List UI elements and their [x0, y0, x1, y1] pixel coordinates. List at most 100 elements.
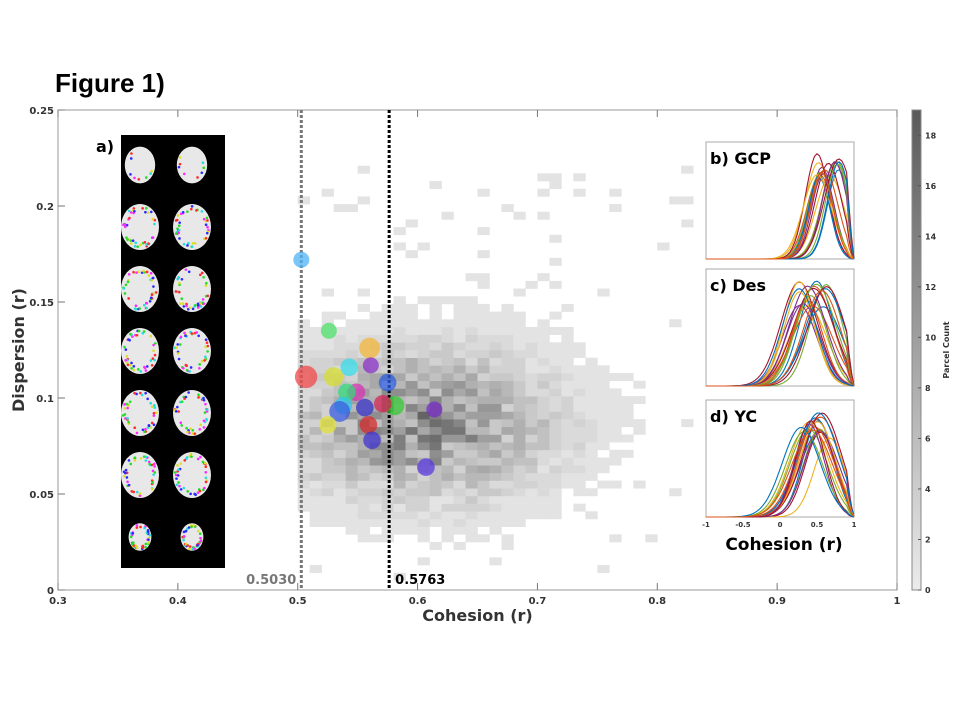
density-curve: [706, 429, 855, 518]
parcel-dot: [131, 335, 134, 338]
heatmap-cell: [429, 472, 442, 481]
heatmap-cell: [609, 426, 622, 435]
heatmap-cell: [633, 380, 646, 389]
heatmap-cell: [429, 511, 442, 520]
heatmap-cell: [381, 319, 394, 328]
parcel-dot: [135, 333, 139, 337]
heatmap-cell: [345, 411, 358, 420]
heatmap-cell: [381, 334, 394, 343]
heatmap-cell: [513, 457, 526, 466]
heatmap-cell: [297, 495, 310, 504]
parcel-dot: [182, 172, 186, 176]
parcel-dot: [133, 456, 137, 459]
heatmap-cell: [453, 342, 466, 351]
parcel-dot: [151, 469, 155, 473]
heatmap-cell: [357, 480, 370, 489]
parcel-dot: [177, 224, 181, 228]
heatmap-cell: [513, 472, 526, 481]
heatmap-cell: [369, 411, 382, 420]
heatmap-cell: [609, 480, 622, 489]
plot-frame: [57, 109, 898, 591]
heatmap-cell: [561, 342, 574, 351]
heatmap-cell: [549, 326, 562, 335]
heatmap-cell: [477, 480, 490, 489]
heatmap-cell: [357, 465, 370, 474]
heatmap-cell: [489, 526, 502, 535]
heatmap-cell: [369, 426, 382, 435]
parcel-dot: [178, 221, 181, 224]
heatmap-cell: [345, 396, 358, 405]
heatmap-cell: [465, 388, 478, 397]
parcel-dot: [144, 545, 147, 549]
heatmap-cell: [429, 503, 442, 512]
parcel-dot: [205, 341, 209, 345]
parcel-dot: [174, 410, 178, 413]
inset-x-tick-label: -1: [702, 521, 710, 529]
heatmap-cell: [465, 296, 478, 305]
heatmap-cell: [441, 373, 454, 382]
heatmap-cell: [525, 495, 538, 504]
colorbar: [911, 109, 922, 591]
heatmap-cell: [441, 518, 454, 527]
parcel-dot: [133, 426, 137, 430]
heatmap-cell: [633, 426, 646, 435]
heatmap-cell: [441, 319, 454, 328]
heatmap-cell: [405, 426, 418, 435]
parcel-dot: [132, 368, 136, 372]
heatmap-cell: [561, 326, 574, 335]
heatmap-cell: [669, 319, 682, 328]
parcel-dot: [177, 228, 181, 232]
heatmap-cell: [321, 457, 334, 466]
heatmap-cell: [501, 373, 514, 382]
parcel-dot: [154, 411, 158, 415]
heatmap-cell: [525, 465, 538, 474]
heatmap-cell: [441, 434, 454, 443]
parcel-dot: [185, 302, 188, 306]
heatmap-cell: [345, 518, 358, 527]
heatmap-cell: [417, 411, 430, 420]
parcel-dot: [134, 544, 138, 548]
heatmap-cell: [681, 165, 694, 174]
parcel-dot: [144, 542, 148, 546]
parcel-dot: [135, 490, 139, 494]
parcel-dot: [149, 359, 153, 362]
heatmap-cell: [489, 326, 502, 335]
parcel-dot: [202, 217, 206, 221]
parcel-dot: [204, 465, 208, 469]
parcel-dot: [154, 291, 158, 294]
heatmap-cell: [369, 326, 382, 335]
heatmap-cell: [417, 342, 430, 351]
brain-slices-image: [121, 135, 225, 568]
heatmap-cell: [405, 465, 418, 474]
heatmap-cell: [597, 396, 610, 405]
heatmap-cell: [393, 303, 406, 312]
heatmap-cell: [549, 434, 562, 443]
heatmap-cell: [405, 488, 418, 497]
heatmap-cell: [441, 511, 454, 520]
heatmap-cell: [501, 457, 514, 466]
heatmap-cell: [441, 449, 454, 458]
parcel-dot: [206, 344, 210, 348]
heatmap-cell: [441, 365, 454, 374]
parcel-dot: [186, 490, 190, 493]
x-tick-label: 0.4: [169, 596, 187, 607]
heatmap-cell: [549, 280, 562, 289]
parcel-dot: [201, 161, 205, 165]
parcel-dot: [137, 329, 141, 333]
parcel-dot: [126, 406, 129, 410]
heatmap-cell: [513, 211, 526, 220]
parcel-dot: [146, 397, 149, 401]
heatmap-cell: [357, 288, 370, 297]
parcel-dot: [149, 334, 153, 338]
heatmap-cell: [309, 357, 322, 366]
heatmap-cell: [429, 373, 442, 382]
parcel-dot: [147, 541, 151, 544]
parcel-dot: [133, 209, 136, 213]
heatmap-cell: [321, 488, 334, 497]
parcel-dot: [149, 401, 152, 405]
heatmap-cell: [345, 465, 358, 474]
data-point: [340, 358, 359, 377]
parcel-dot: [138, 492, 142, 495]
heatmap-cell: [429, 334, 442, 343]
heatmap-cell: [417, 242, 430, 251]
